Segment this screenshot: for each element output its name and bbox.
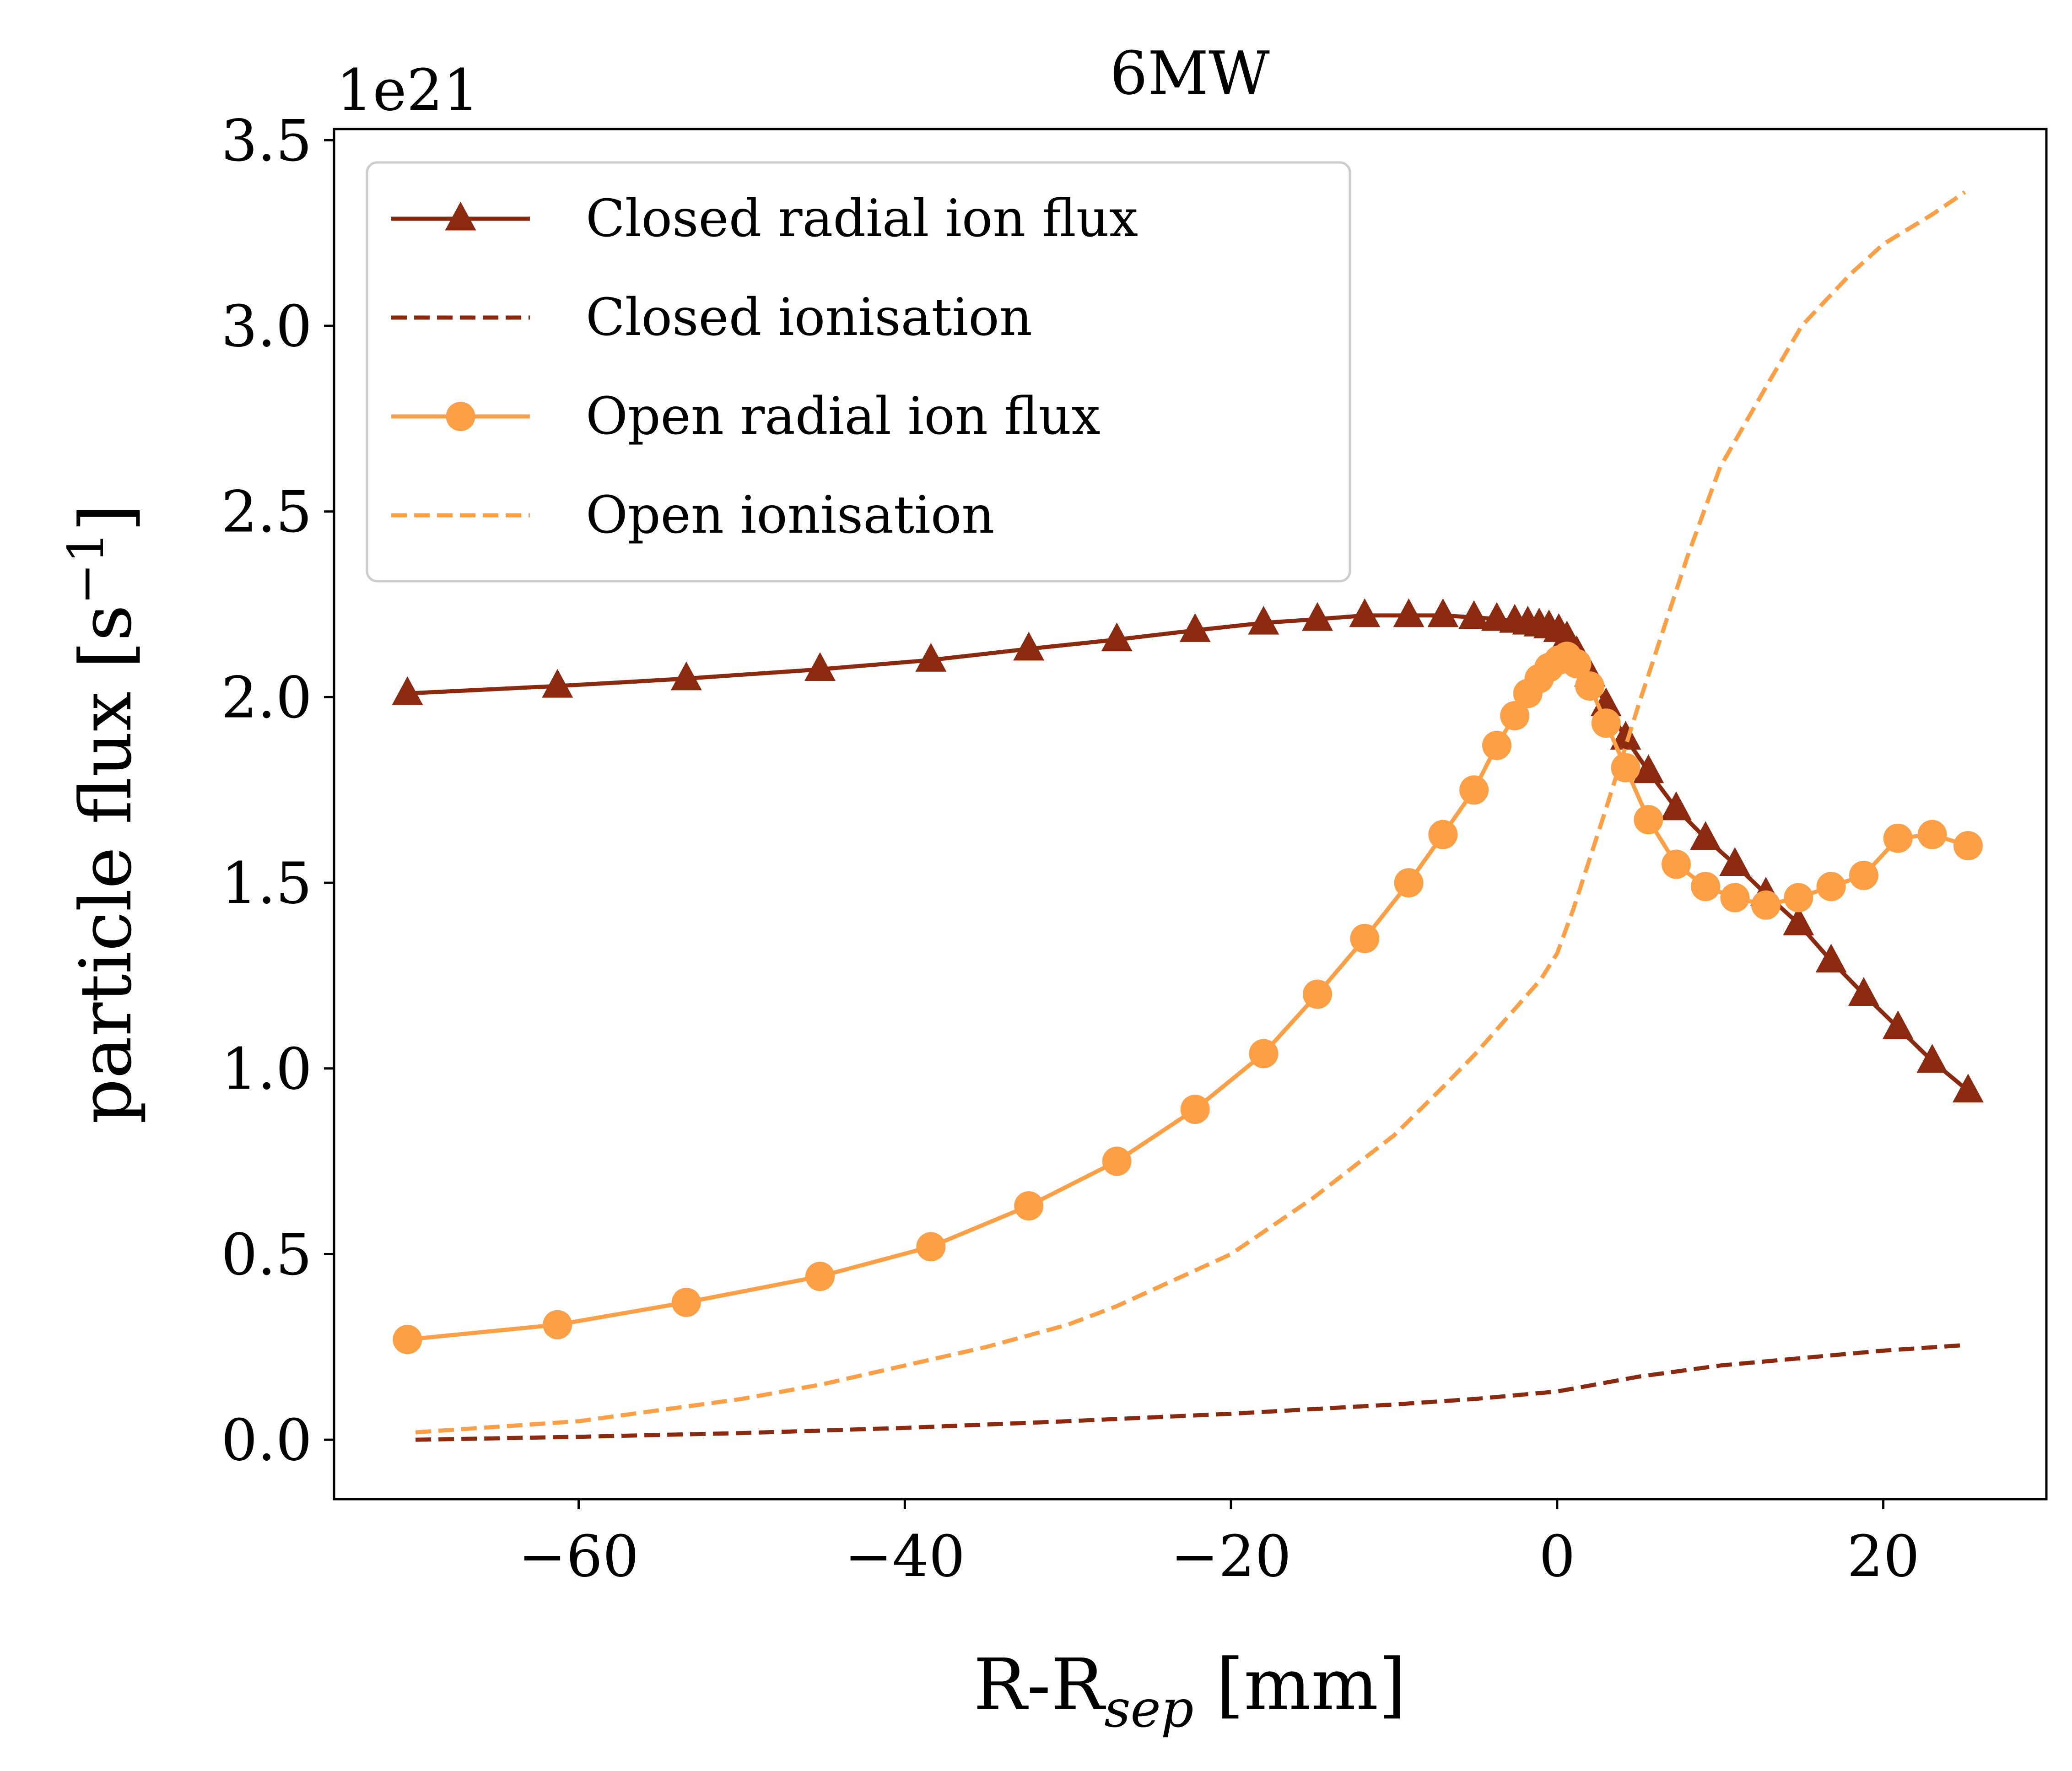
series-line-open-ionisation <box>415 190 1966 1435</box>
data-point-closed-radial-ion-flux <box>1393 598 1424 627</box>
data-point-closed-radial-ion-flux <box>804 652 836 681</box>
data-point-closed-radial-ion-flux <box>1248 605 1279 635</box>
legend-entries: Closed radial ion flux Closed ionisation O… <box>391 189 1138 545</box>
series-closed-radial-ion-flux <box>392 598 1984 1102</box>
y-axis-label: particle flux [s−1] <box>58 504 147 1124</box>
legend-label-closed-ionisation: Closed ionisation <box>586 288 1032 347</box>
data-point-open-radial-ion-flux <box>1662 849 1691 879</box>
data-point-open-radial-ion-flux <box>916 1232 946 1262</box>
plot-area <box>392 190 1984 1442</box>
x-tick-label: 20 <box>1847 1523 1920 1590</box>
legend-label-closed-radial-ion-flux: Closed radial ion flux <box>586 189 1138 248</box>
legend-marker-closed-radial-ion-flux <box>445 201 476 231</box>
data-point-closed-radial-ion-flux <box>542 669 573 698</box>
data-point-open-radial-ion-flux <box>1849 860 1878 890</box>
legend-label-open-radial-ion-flux: Open radial ion flux <box>586 387 1101 446</box>
data-point-open-radial-ion-flux <box>1350 923 1380 953</box>
y-axis-ticks: 0.0 0.5 1.0 1.5 2.0 2.5 3.0 3.5 <box>221 108 334 1474</box>
data-point-open-radial-ion-flux <box>543 1310 572 1339</box>
data-point-open-radial-ion-flux <box>1428 820 1458 849</box>
data-point-open-radial-ion-flux <box>1591 708 1621 738</box>
series-line-closed-ionisation <box>415 1343 1965 1442</box>
data-point-open-radial-ion-flux <box>1720 883 1750 912</box>
data-point-closed-radial-ion-flux <box>1458 600 1490 629</box>
y-tick-label: 0.5 <box>221 1221 312 1288</box>
data-point-open-radial-ion-flux <box>1575 671 1605 701</box>
legend-marker-open-radial-ion-flux <box>446 402 475 431</box>
series-layer <box>392 190 1984 1442</box>
data-point-closed-radial-ion-flux <box>1952 1074 1984 1102</box>
data-point-closed-radial-ion-flux <box>1719 847 1751 876</box>
data-point-open-radial-ion-flux <box>1634 805 1663 835</box>
y-axis-offset-label: 1e21 <box>336 57 480 124</box>
data-point-closed-radial-ion-flux <box>1179 613 1211 642</box>
y-tick-label: 0.0 <box>221 1407 312 1474</box>
data-point-open-radial-ion-flux <box>1751 890 1781 920</box>
data-point-closed-radial-ion-flux <box>1848 977 1879 1006</box>
data-point-closed-radial-ion-flux <box>1783 906 1814 935</box>
data-point-open-radial-ion-flux <box>1784 883 1813 912</box>
data-point-closed-radial-ion-flux <box>392 676 423 705</box>
data-point-open-radial-ion-flux <box>1816 872 1846 902</box>
data-point-open-radial-ion-flux <box>1394 868 1424 898</box>
data-point-open-radial-ion-flux <box>1249 1039 1279 1069</box>
x-tick-label: −40 <box>844 1523 965 1590</box>
x-axis-ticks: −60 −40 −20 0 20 <box>518 1499 1920 1590</box>
data-point-closed-radial-ion-flux <box>1013 632 1045 661</box>
data-point-closed-radial-ion-flux <box>1427 598 1459 627</box>
x-tick-label: −60 <box>518 1523 639 1590</box>
data-point-open-radial-ion-flux <box>1691 872 1721 902</box>
x-axis-label: R-Rsep [mm] <box>973 1643 1406 1739</box>
y-tick-label: 2.0 <box>221 664 312 731</box>
data-point-open-radial-ion-flux <box>393 1325 422 1355</box>
data-point-open-radial-ion-flux <box>671 1287 701 1317</box>
data-point-open-radial-ion-flux <box>1102 1146 1132 1176</box>
data-point-open-radial-ion-flux <box>1302 979 1332 1009</box>
legend-box <box>366 161 1351 583</box>
data-point-open-radial-ion-flux <box>1482 730 1511 760</box>
y-tick-label: 2.5 <box>221 479 312 545</box>
data-point-closed-radial-ion-flux <box>1101 622 1133 652</box>
legend-label-open-ionisation: Open ionisation <box>586 486 994 545</box>
y-tick-label: 3.5 <box>221 108 312 174</box>
series-open-ionisation <box>415 190 1966 1435</box>
x-tick-label: 0 <box>1539 1523 1576 1590</box>
data-point-closed-radial-ion-flux <box>1690 821 1721 850</box>
data-point-closed-radial-ion-flux <box>1610 721 1641 750</box>
data-point-open-radial-ion-flux <box>1180 1095 1210 1124</box>
data-point-closed-radial-ion-flux <box>1301 602 1333 631</box>
data-point-closed-radial-ion-flux <box>1633 754 1664 783</box>
chart-title: 6MW <box>1110 38 1270 108</box>
data-point-closed-radial-ion-flux <box>1815 944 1847 972</box>
data-point-closed-radial-ion-flux <box>1916 1044 1948 1073</box>
data-point-closed-radial-ion-flux <box>1661 791 1692 821</box>
series-open-radial-ion-flux <box>393 642 1983 1355</box>
legend: Closed radial ion flux Closed ionisation O… <box>366 161 1351 583</box>
data-point-open-radial-ion-flux <box>1014 1191 1044 1221</box>
data-point-open-radial-ion-flux <box>1917 820 1947 849</box>
data-point-closed-radial-ion-flux <box>1349 598 1381 627</box>
x-tick-label: −20 <box>1171 1523 1291 1590</box>
data-point-closed-radial-ion-flux <box>915 643 947 672</box>
plot-frame <box>333 128 2048 1501</box>
data-point-open-radial-ion-flux <box>1883 823 1913 853</box>
data-point-open-radial-ion-flux <box>805 1262 835 1291</box>
data-point-open-radial-ion-flux <box>1459 775 1489 805</box>
data-point-open-radial-ion-flux <box>1953 831 1983 860</box>
data-point-closed-radial-ion-flux <box>1882 1010 1914 1040</box>
data-point-open-radial-ion-flux <box>1562 649 1592 679</box>
data-point-closed-radial-ion-flux <box>670 661 702 691</box>
y-tick-label: 3.0 <box>221 293 312 360</box>
data-point-open-radial-ion-flux <box>1500 701 1530 730</box>
series-closed-ionisation <box>415 1343 1965 1442</box>
y-tick-label: 1.5 <box>221 850 312 917</box>
y-tick-label: 1.0 <box>221 1036 312 1102</box>
